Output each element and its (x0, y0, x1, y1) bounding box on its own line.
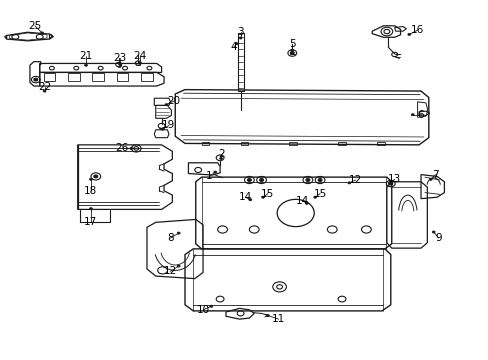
Text: 1: 1 (205, 171, 212, 181)
Circle shape (290, 51, 294, 54)
Text: 14: 14 (238, 192, 252, 202)
Circle shape (84, 64, 87, 66)
Circle shape (219, 157, 222, 159)
Text: 26: 26 (115, 143, 128, 153)
Text: 7: 7 (431, 170, 438, 180)
Text: 11: 11 (271, 314, 285, 324)
Circle shape (213, 171, 216, 173)
Text: 12: 12 (163, 266, 177, 276)
Text: 3: 3 (237, 27, 244, 37)
Text: 16: 16 (410, 25, 424, 35)
Circle shape (89, 208, 92, 210)
Circle shape (290, 49, 293, 51)
Text: 19: 19 (162, 121, 175, 130)
Circle shape (266, 315, 269, 317)
Text: 14: 14 (295, 196, 308, 206)
Text: 17: 17 (84, 217, 97, 227)
Circle shape (247, 179, 251, 181)
Text: 18: 18 (84, 186, 97, 196)
Text: 15: 15 (313, 189, 326, 199)
Circle shape (318, 179, 322, 181)
Text: 9: 9 (434, 233, 441, 243)
Circle shape (259, 179, 263, 181)
Circle shape (388, 182, 392, 185)
Circle shape (261, 196, 264, 198)
Circle shape (41, 32, 43, 34)
Text: 8: 8 (167, 233, 173, 243)
Circle shape (248, 199, 251, 201)
Circle shape (130, 147, 133, 149)
Circle shape (177, 232, 180, 234)
Circle shape (43, 90, 46, 92)
Text: 6: 6 (417, 110, 424, 120)
Circle shape (428, 178, 431, 180)
Text: 5: 5 (288, 40, 295, 49)
Circle shape (235, 42, 238, 45)
Text: 4: 4 (230, 42, 237, 52)
Text: 13: 13 (387, 174, 401, 184)
Text: 22: 22 (38, 82, 51, 92)
Circle shape (94, 175, 98, 178)
Text: 25: 25 (28, 21, 41, 31)
Circle shape (177, 265, 180, 267)
Text: 20: 20 (167, 96, 180, 106)
Circle shape (410, 114, 413, 116)
Circle shape (313, 196, 316, 198)
Circle shape (34, 78, 38, 81)
Circle shape (407, 33, 410, 36)
Circle shape (138, 62, 141, 64)
Circle shape (164, 104, 167, 106)
Text: 24: 24 (133, 51, 146, 61)
Text: 21: 21 (79, 51, 92, 61)
Circle shape (431, 231, 434, 233)
Circle shape (89, 178, 92, 180)
Circle shape (209, 305, 212, 307)
Text: 12: 12 (348, 175, 362, 185)
Circle shape (305, 202, 308, 204)
Circle shape (305, 179, 309, 181)
Text: 10: 10 (196, 305, 209, 315)
Circle shape (161, 128, 163, 130)
Text: 23: 23 (113, 53, 126, 63)
Text: 2: 2 (217, 149, 224, 159)
Circle shape (387, 182, 390, 184)
Circle shape (119, 63, 122, 66)
Text: 15: 15 (261, 189, 274, 199)
Circle shape (347, 182, 350, 184)
Circle shape (239, 37, 242, 39)
